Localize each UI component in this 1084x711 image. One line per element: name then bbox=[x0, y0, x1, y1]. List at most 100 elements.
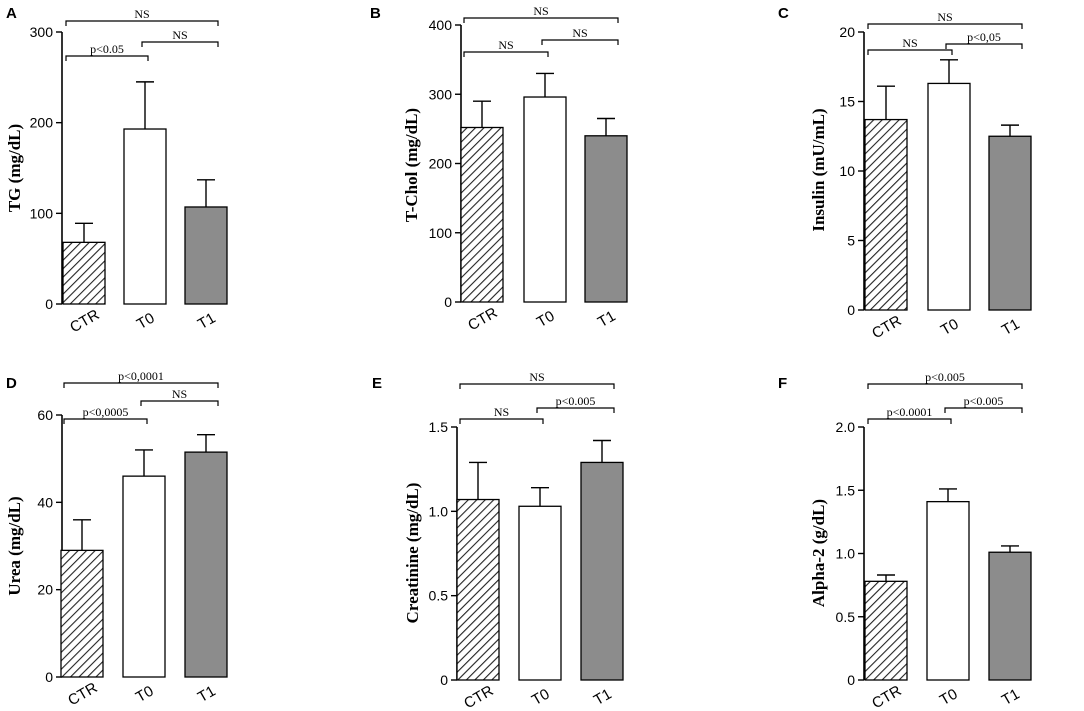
x-tick-label: CTR bbox=[465, 304, 500, 334]
significance-bracket bbox=[65, 55, 149, 61]
x-tick-label: T0 bbox=[534, 308, 558, 331]
x-tick-label: CTR bbox=[65, 679, 100, 709]
y-axis-label: Insulin (mU/mL) bbox=[809, 108, 828, 231]
significance-label: NS bbox=[572, 26, 587, 40]
bar-ctr bbox=[62, 241, 106, 305]
significance-bracket bbox=[63, 382, 219, 388]
y-axis-label: Alpha-2 (g/dL) bbox=[809, 499, 828, 607]
y-tick-label: 1.0 bbox=[836, 546, 856, 562]
x-tick-label: T1 bbox=[999, 316, 1023, 339]
y-tick-label: 0 bbox=[847, 302, 855, 318]
x-tick-label: T0 bbox=[937, 686, 961, 709]
significance-label: p<0.005 bbox=[964, 394, 1004, 408]
significance-bracket bbox=[65, 20, 219, 26]
significance-bracket bbox=[541, 39, 619, 45]
bar-ctr bbox=[456, 498, 500, 681]
x-tick-label: CTR bbox=[67, 306, 102, 336]
panel-a: A 0 100 200 300 TG (mg/dL) CTR T0 T1 NS p<0.05 NS bbox=[5, 5, 228, 336]
panel-c: C 0 5 10 15 20 Insulin (mU/mL) CTR T0 T1 NS NS p<0,0… bbox=[778, 5, 1032, 342]
significance-label: p<0.0001 bbox=[887, 405, 933, 419]
y-tick-label: 0 bbox=[440, 672, 448, 688]
bar-t1 bbox=[988, 135, 1032, 311]
significance-label: NS bbox=[172, 387, 187, 401]
significance-label: p<0,0005 bbox=[83, 405, 129, 419]
x-tick-label: T1 bbox=[999, 686, 1023, 709]
x-tick-label: T1 bbox=[591, 686, 615, 709]
y-tick-label: 400 bbox=[429, 17, 453, 33]
y-tick-label: 1.0 bbox=[429, 503, 449, 519]
significance-label: NS bbox=[134, 7, 149, 21]
y-tick-label: 20 bbox=[37, 582, 53, 598]
y-tick-label: 0 bbox=[45, 669, 53, 685]
significance-bracket bbox=[463, 51, 549, 57]
y-tick-label: 15 bbox=[839, 94, 855, 110]
significance-bracket bbox=[867, 49, 953, 55]
bar-ctr bbox=[864, 118, 908, 311]
y-tick-label: 100 bbox=[429, 225, 453, 241]
significance-label: NS bbox=[937, 10, 952, 24]
panel-letter: C bbox=[778, 5, 789, 22]
significance-bracket bbox=[944, 407, 1023, 413]
bar-t0 bbox=[926, 500, 970, 681]
bar-t1 bbox=[580, 461, 624, 681]
significance-label: p<0.05 bbox=[90, 42, 124, 56]
y-tick-label: 1.5 bbox=[836, 482, 856, 498]
x-tick-label: T0 bbox=[529, 686, 553, 709]
panel-b: B 0 100 200 300 400 T-Chol (mg/dL) CTR T0 T1 NS NS N… bbox=[370, 4, 628, 334]
x-tick-label: T0 bbox=[133, 683, 157, 706]
panel-letter: B bbox=[370, 5, 381, 22]
y-tick-label: 100 bbox=[30, 205, 54, 221]
panel-letter: F bbox=[778, 375, 787, 392]
bar-t0 bbox=[123, 128, 167, 305]
bar-t0 bbox=[122, 475, 166, 678]
significance-bracket bbox=[463, 17, 619, 23]
bar-ctr bbox=[460, 126, 504, 303]
y-tick-label: 10 bbox=[839, 163, 855, 179]
x-tick-label: T0 bbox=[134, 310, 158, 333]
significance-bracket bbox=[867, 23, 1023, 29]
y-tick-label: 0 bbox=[847, 672, 855, 688]
y-tick-label: 200 bbox=[30, 115, 54, 131]
significance-bracket bbox=[459, 418, 544, 424]
y-tick-label: 20 bbox=[839, 24, 855, 40]
x-tick-label: T0 bbox=[938, 316, 962, 339]
y-tick-label: 0 bbox=[444, 294, 452, 310]
x-tick-label: CTR bbox=[869, 682, 904, 711]
y-tick-label: 2.0 bbox=[836, 419, 856, 435]
significance-label: NS bbox=[498, 38, 513, 52]
y-axis-label: Creatinine (mg/dL) bbox=[403, 483, 422, 624]
y-tick-label: 300 bbox=[30, 24, 54, 40]
x-tick-label: CTR bbox=[869, 312, 904, 342]
y-tick-label: 40 bbox=[37, 494, 53, 510]
significance-label: NS bbox=[533, 4, 548, 18]
bar-ctr bbox=[60, 549, 104, 678]
x-tick-label: T1 bbox=[195, 683, 219, 706]
significance-bracket bbox=[459, 383, 615, 389]
panel-letter: D bbox=[6, 375, 17, 392]
y-tick-label: 60 bbox=[37, 407, 53, 423]
significance-label: p<0,0001 bbox=[118, 369, 164, 383]
bar-t0 bbox=[927, 82, 971, 311]
significance-bracket bbox=[867, 418, 952, 424]
y-axis-label: TG (mg/dL) bbox=[5, 124, 24, 212]
significance-bracket bbox=[536, 407, 615, 413]
panel-letter: E bbox=[372, 375, 382, 392]
significance-label: NS bbox=[529, 370, 544, 384]
y-axis-label: T-Chol (mg/dL) bbox=[402, 108, 421, 222]
y-tick-label: 0 bbox=[45, 296, 53, 312]
y-tick-label: 5 bbox=[847, 233, 855, 249]
bar-t1 bbox=[584, 135, 628, 303]
bar-t1 bbox=[184, 451, 228, 678]
significance-bracket bbox=[141, 41, 219, 47]
significance-label: NS bbox=[902, 36, 917, 50]
y-axis-label: Urea (mg/dL) bbox=[5, 496, 24, 595]
panel-d: D 0 20 40 60 Urea (mg/dL) CTR T0 T1 p<0,0001 p<0,0… bbox=[5, 369, 228, 709]
significance-label: p<0.005 bbox=[556, 394, 596, 408]
significance-label: p<0,05 bbox=[967, 30, 1001, 44]
y-tick-label: 200 bbox=[429, 156, 453, 172]
significance-label: p<0.005 bbox=[925, 370, 965, 384]
bar-ctr bbox=[864, 580, 908, 681]
y-tick-label: 0.5 bbox=[429, 588, 449, 604]
significance-bracket bbox=[945, 43, 1023, 49]
